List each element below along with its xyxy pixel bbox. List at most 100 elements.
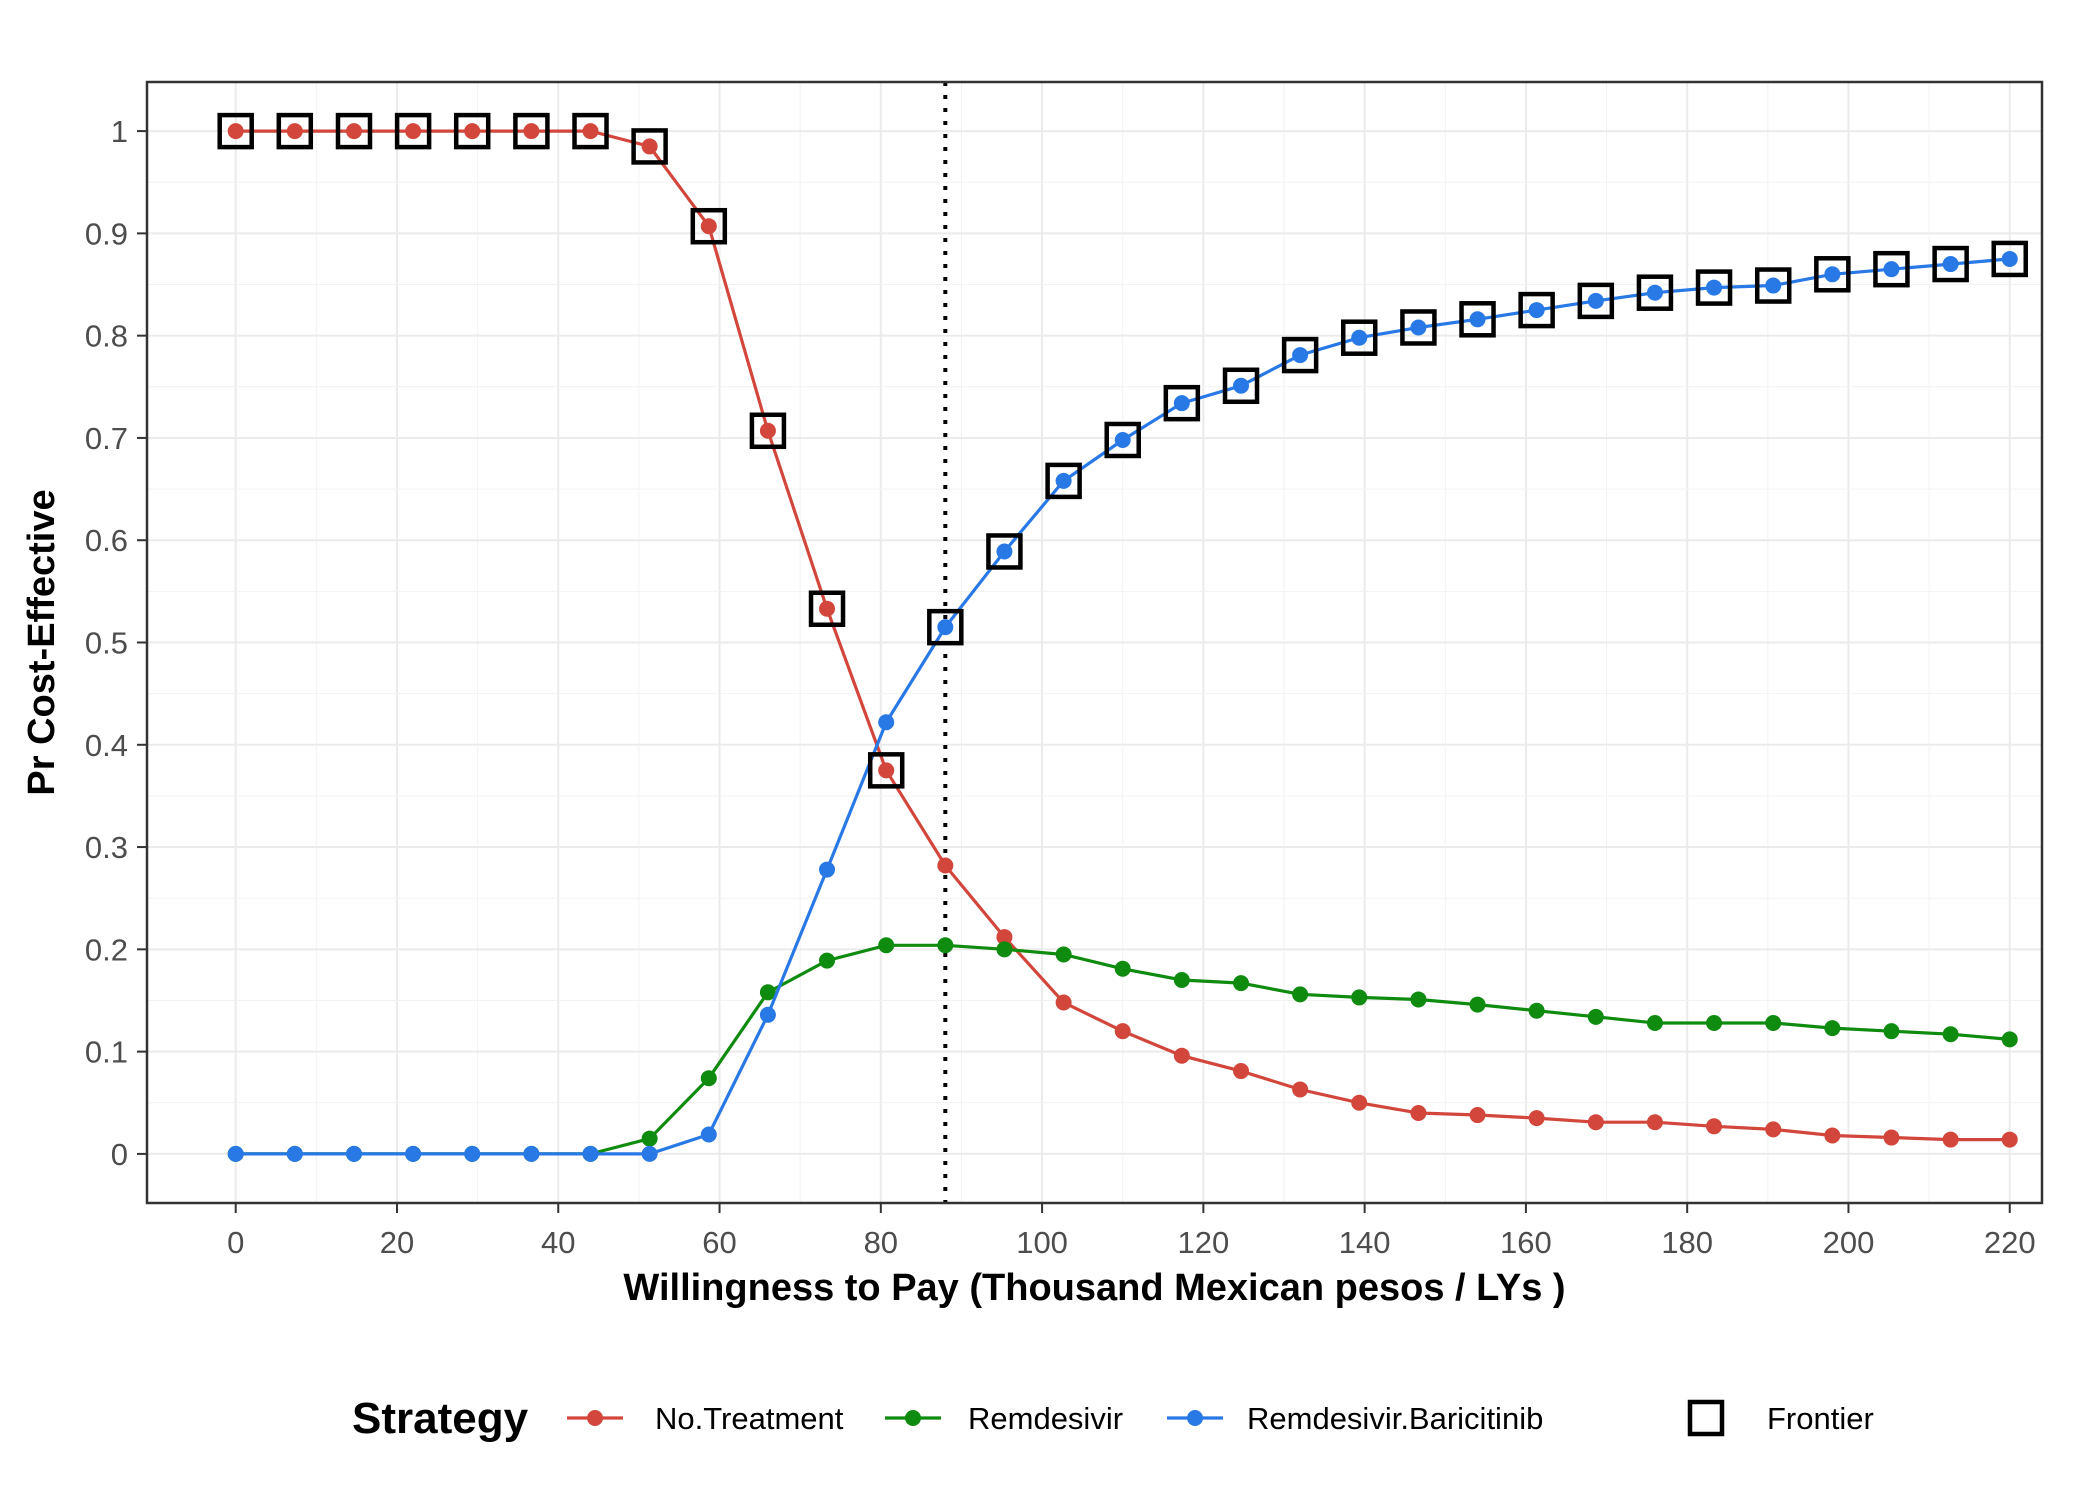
x-axis-title: Willingness to Pay (Thousand Mexican pes… bbox=[623, 1267, 1565, 1309]
frontier-marker bbox=[1754, 267, 1792, 304]
legend-title: Strategy bbox=[352, 1394, 529, 1443]
data-point-remdesivir-baricitinib bbox=[937, 619, 954, 636]
data-point-no-treatment bbox=[2001, 1131, 2018, 1148]
frontier-marker bbox=[1281, 336, 1319, 374]
data-point-remdesivir bbox=[1706, 1014, 1723, 1031]
frontier-marker bbox=[986, 533, 1023, 570]
frontier-marker bbox=[1045, 462, 1082, 500]
data-point-remdesivir-baricitinib bbox=[2001, 250, 2018, 267]
data-point-remdesivir bbox=[1292, 986, 1309, 1003]
frontier-marker bbox=[1577, 282, 1615, 320]
data-point-no-treatment bbox=[1055, 994, 1072, 1011]
x-tick-label: 180 bbox=[1661, 1225, 1713, 1260]
data-point-no-treatment bbox=[1883, 1129, 1900, 1146]
data-point-no-treatment bbox=[1587, 1114, 1604, 1131]
data-point-no-treatment bbox=[345, 123, 362, 140]
data-point-remdesivir bbox=[2001, 1031, 2018, 1048]
data-point-remdesivir-baricitinib bbox=[1469, 311, 1486, 328]
x-tick-label: 80 bbox=[864, 1225, 898, 1260]
frontier-marker bbox=[394, 112, 432, 150]
frontier-marker bbox=[217, 112, 254, 150]
data-point-remdesivir-baricitinib bbox=[1587, 292, 1604, 309]
y-tick-label: 0 bbox=[111, 1137, 128, 1172]
data-point-remdesivir bbox=[1173, 972, 1190, 989]
frontier-marker bbox=[572, 112, 609, 150]
data-point-remdesivir bbox=[1114, 960, 1131, 977]
frontier-marker bbox=[808, 590, 846, 627]
data-point-remdesivir bbox=[1824, 1020, 1841, 1037]
frontier-marker bbox=[1222, 367, 1260, 405]
frontier-marker bbox=[1459, 301, 1496, 338]
data-point-no-treatment bbox=[405, 123, 422, 140]
y-tick-label: 0.1 bbox=[85, 1035, 128, 1070]
data-point-remdesivir-baricitinib bbox=[819, 861, 836, 878]
data-point-remdesivir bbox=[759, 984, 776, 1001]
data-point-remdesivir-baricitinib bbox=[759, 1006, 776, 1023]
data-point-remdesivir bbox=[1942, 1026, 1959, 1043]
data-point-remdesivir bbox=[819, 952, 836, 969]
data-point-no-treatment bbox=[227, 123, 244, 140]
y-tick-label: 0.7 bbox=[85, 421, 128, 456]
data-point-no-treatment bbox=[1114, 1023, 1131, 1040]
data-point-no-treatment bbox=[937, 857, 954, 874]
frontier-marker bbox=[1163, 384, 1201, 422]
data-point-remdesivir bbox=[1233, 975, 1250, 992]
x-tick-label: 60 bbox=[702, 1225, 736, 1260]
x-tick-label: 160 bbox=[1500, 1225, 1552, 1260]
data-point-no-treatment bbox=[1942, 1131, 1959, 1148]
x-tick-label: 220 bbox=[1984, 1225, 2036, 1260]
data-point-remdesivir-baricitinib bbox=[345, 1145, 362, 1162]
data-point-remdesivir bbox=[1351, 989, 1368, 1006]
series-lines bbox=[227, 123, 2018, 1162]
data-point-no-treatment bbox=[759, 422, 776, 439]
legend-label-frontier: Frontier bbox=[1767, 1401, 1874, 1436]
frontier-marker bbox=[1518, 291, 1555, 329]
data-point-no-treatment bbox=[1706, 1118, 1723, 1135]
data-point-remdesivir bbox=[1587, 1008, 1604, 1025]
frontier-marker bbox=[690, 207, 728, 245]
x-tick-label: 120 bbox=[1177, 1225, 1229, 1260]
data-point-remdesivir-baricitinib bbox=[227, 1145, 244, 1162]
legend-key-point-remdesivir-baricitinib bbox=[1187, 1410, 1203, 1426]
data-point-no-treatment bbox=[819, 600, 836, 617]
data-point-no-treatment bbox=[700, 218, 717, 235]
data-point-remdesivir bbox=[937, 937, 954, 954]
data-point-no-treatment bbox=[1233, 1063, 1250, 1080]
data-point-remdesivir bbox=[1765, 1014, 1782, 1031]
data-point-no-treatment bbox=[641, 138, 658, 155]
data-point-remdesivir-baricitinib bbox=[464, 1145, 481, 1162]
data-point-no-treatment bbox=[1173, 1047, 1190, 1064]
data-point-remdesivir bbox=[1528, 1002, 1545, 1019]
frontier-marker bbox=[1695, 269, 1733, 306]
data-point-no-treatment bbox=[464, 123, 481, 140]
frontier-marker bbox=[1636, 274, 1674, 311]
frontier-marker bbox=[1104, 421, 1141, 459]
data-point-remdesivir bbox=[700, 1070, 717, 1087]
y-tick-label: 0.2 bbox=[85, 932, 128, 967]
axis-ticks: 0 20 40 60 80 100 120 140 160 180 200 220 0 0.1 0.2 0.3… bbox=[85, 114, 2036, 1260]
data-point-remdesivir-baricitinib bbox=[1706, 279, 1723, 296]
data-point-no-treatment bbox=[523, 123, 540, 140]
y-tick-label: 0.5 bbox=[85, 626, 128, 661]
data-point-remdesivir-baricitinib bbox=[641, 1145, 658, 1162]
data-point-remdesivir-baricitinib bbox=[878, 714, 895, 731]
data-point-remdesivir-baricitinib bbox=[286, 1145, 303, 1162]
data-point-no-treatment bbox=[286, 123, 303, 140]
data-point-remdesivir-baricitinib bbox=[1410, 319, 1427, 336]
legend-label-no-treatment: No.Treatment bbox=[655, 1401, 844, 1436]
frontier-marker bbox=[1873, 250, 1910, 288]
frontier-marker bbox=[276, 112, 314, 150]
x-tick-label: 140 bbox=[1339, 1225, 1391, 1260]
x-tick-label: 20 bbox=[380, 1225, 414, 1260]
data-point-no-treatment bbox=[1469, 1107, 1486, 1124]
data-point-remdesivir bbox=[1410, 991, 1427, 1008]
data-point-no-treatment bbox=[878, 762, 895, 779]
x-tick-label: 100 bbox=[1016, 1225, 1068, 1260]
legend-label-remdesivir: Remdesivir bbox=[968, 1401, 1123, 1436]
data-point-remdesivir bbox=[641, 1130, 658, 1147]
data-point-remdesivir-baricitinib bbox=[1055, 472, 1072, 489]
data-point-remdesivir bbox=[1055, 946, 1072, 963]
y-tick-label: 0.4 bbox=[85, 728, 128, 763]
